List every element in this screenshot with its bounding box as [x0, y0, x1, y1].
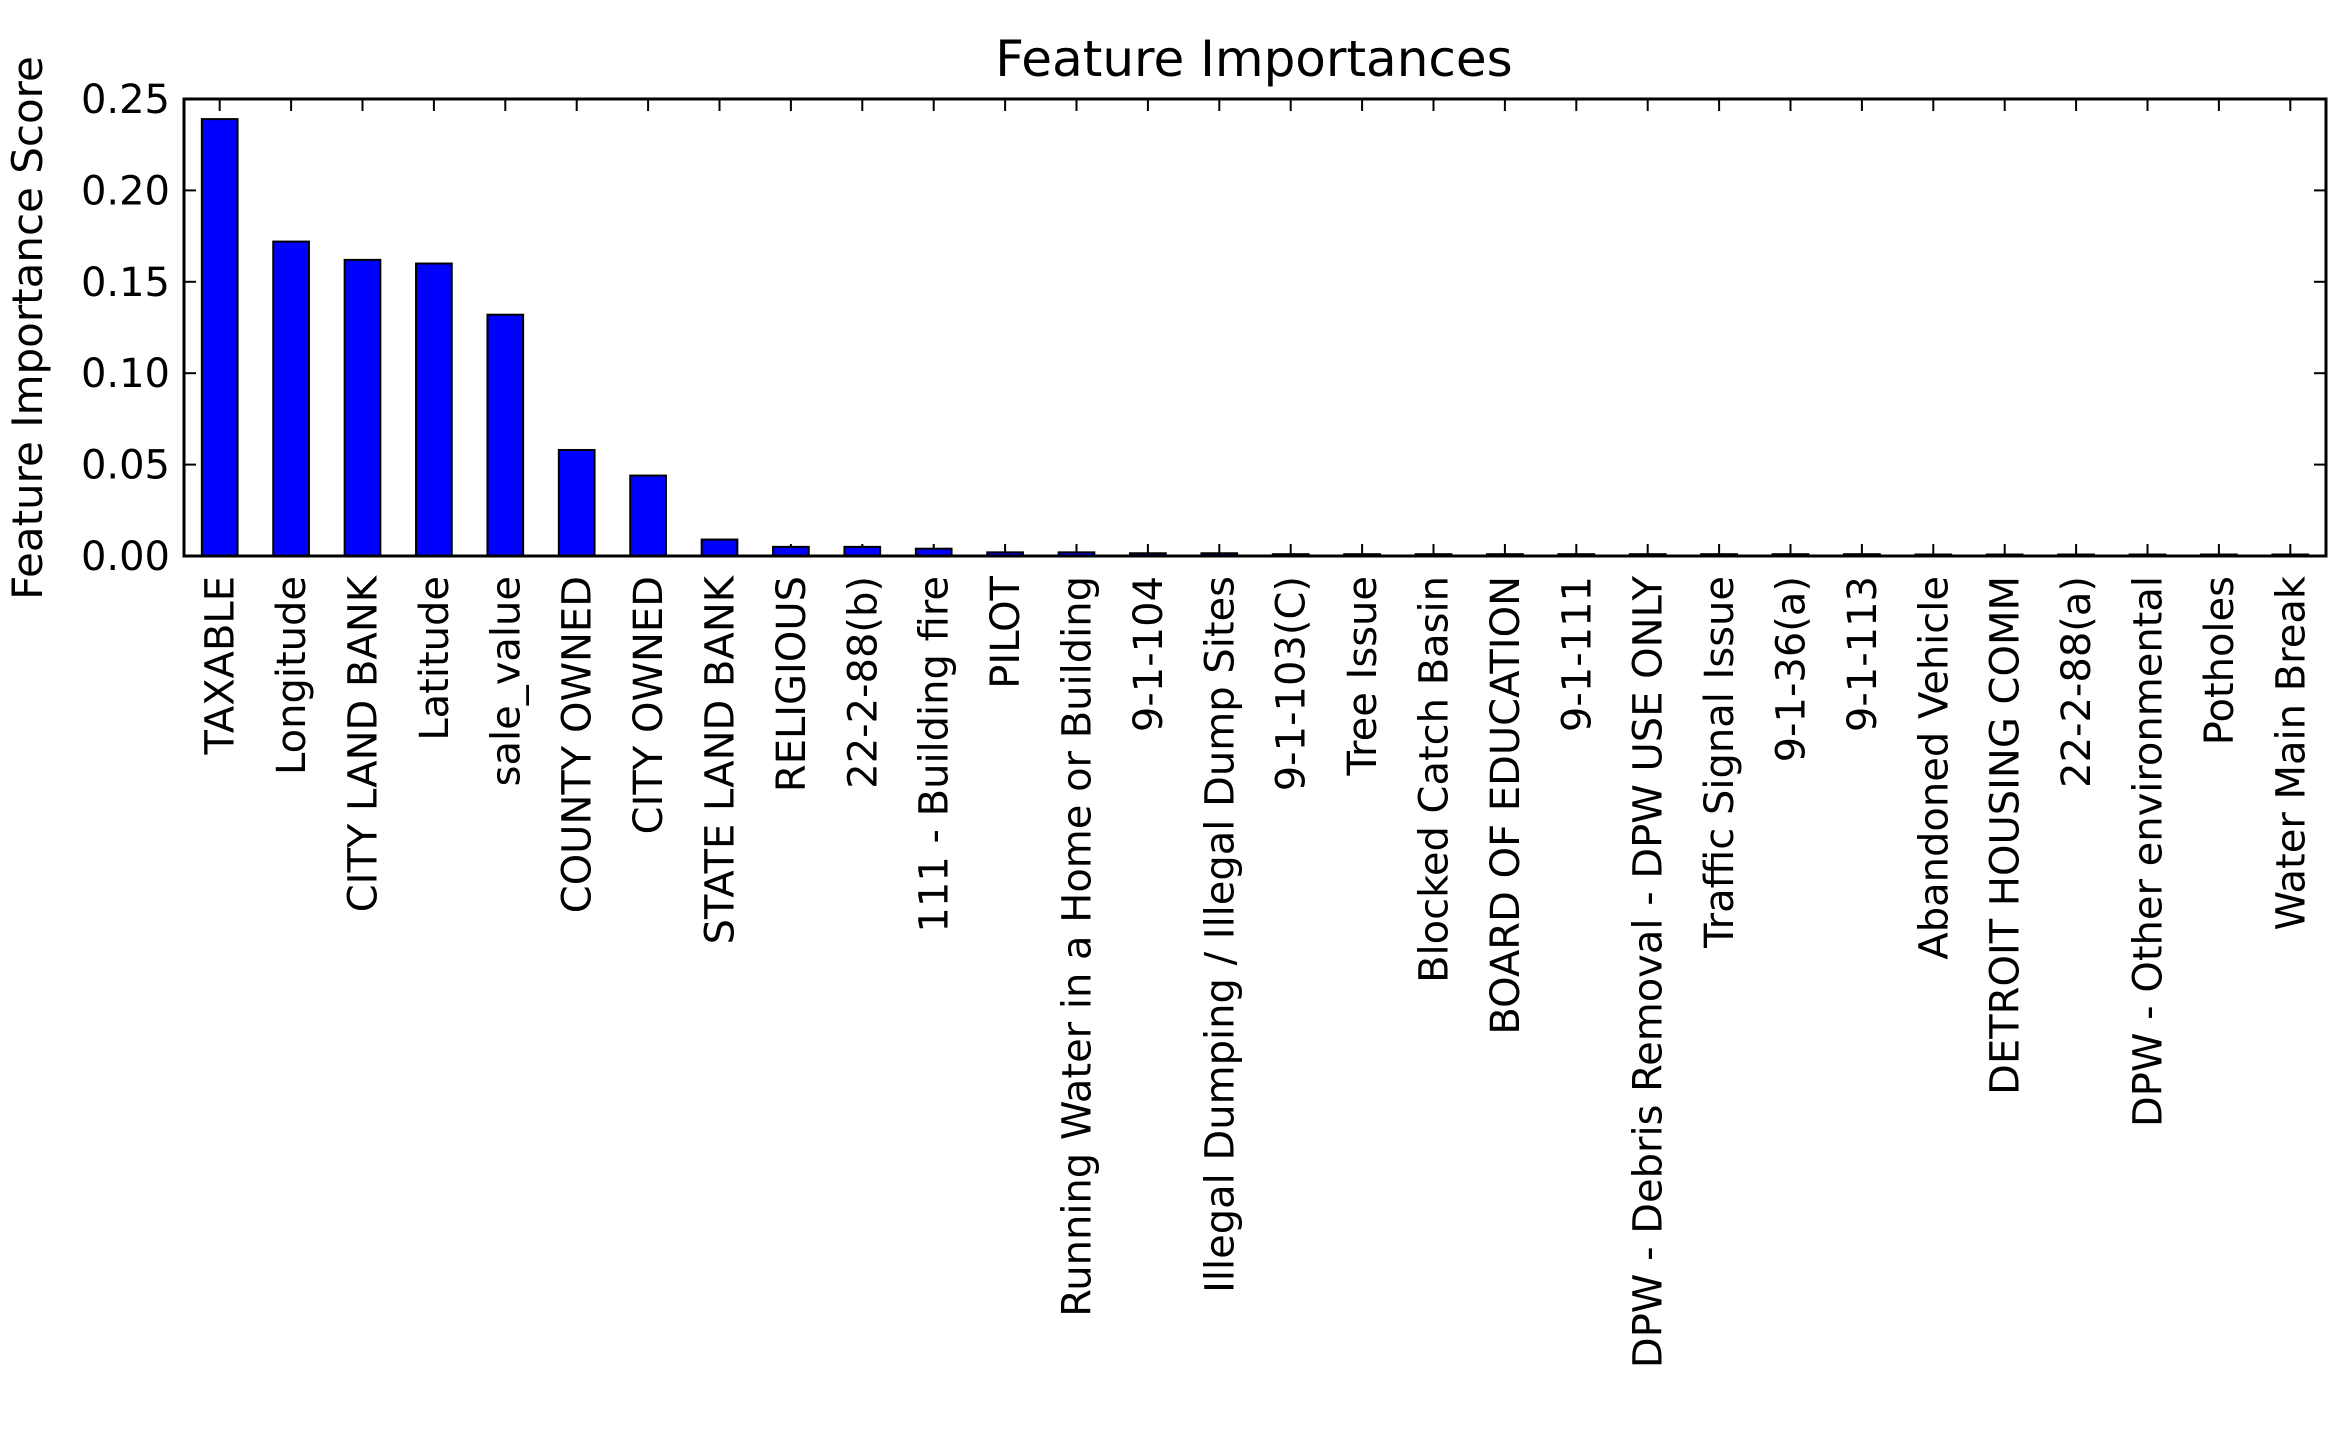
x-tick-label: 9-1-103(C)	[1269, 576, 1315, 791]
x-tick-label: COUNTY OWNED	[555, 576, 601, 913]
x-tick-label: DETROIT HOUSING COMM	[1983, 576, 2029, 1095]
bar-3	[415, 262, 453, 557]
x-tick-label: CITY OWNED	[626, 576, 672, 834]
x-tick-label: BOARD OF EDUCATION	[1483, 576, 1529, 1035]
y-tick-label: 0.05	[81, 443, 170, 489]
x-tick-label: DPW - Debris Removal - DPW USE ONLY	[1626, 575, 1672, 1368]
y-tick-labels: 0.00 0.05 0.10 0.15 0.20 0.25	[81, 77, 170, 580]
x-tick-label: STATE LAND BANK	[698, 574, 744, 944]
bar-5	[557, 448, 596, 558]
x-tick-label: PILOT	[983, 575, 1029, 688]
x-tick-label: Water Main Break	[2268, 575, 2314, 930]
y-tick-label: 0.00	[81, 534, 170, 580]
x-tick-label: Running Water in a Home or Building	[1055, 576, 1101, 1317]
x-tick-label: Potholes	[2197, 576, 2243, 745]
x-tick-label: 9-1-111	[1554, 576, 1600, 732]
bar-7	[700, 538, 739, 557]
bar-2	[343, 258, 382, 557]
y-tick-label: 0.25	[81, 77, 170, 123]
x-tick-label: Blocked Catch Basin	[1412, 576, 1458, 983]
y-tick-label: 0.20	[81, 168, 170, 214]
x-tick-label: 22-2-88(b)	[840, 576, 886, 789]
bars	[200, 118, 2310, 558]
y-axis-label: Feature Importance Score	[3, 56, 52, 600]
x-tick-label: 22-2-88(a)	[2054, 576, 2100, 788]
x-tick-label: Abandoned Vehicle	[1911, 576, 1957, 960]
x-tick-labels: TAXABLE Longitude CITY LAND BANK Latitude sa…	[198, 574, 2315, 1368]
x-tick-label: Latitude	[412, 576, 458, 741]
bar-1	[272, 240, 310, 557]
x-tick-label: 9-1-36(a)	[1769, 576, 1815, 762]
x-tick-label: RELIGIOUS	[769, 576, 815, 792]
y-tick-label: 0.10	[81, 351, 170, 397]
x-tick-label: DPW - Other environmental	[2126, 576, 2172, 1127]
x-tick-label: Traffic Signal Issue	[1697, 576, 1743, 949]
bar-4	[486, 313, 525, 558]
x-tick-label: CITY LAND BANK	[341, 574, 387, 912]
x-tick-label: 111 - Building fire	[912, 576, 958, 933]
plot-frame	[182, 97, 2328, 558]
bar-6	[629, 474, 667, 557]
chart-title: Feature Importances	[995, 30, 1512, 88]
x-tick-label: 9-1-104	[1126, 576, 1172, 732]
y-tick-label: 0.15	[81, 260, 170, 306]
x-tick-label: Tree Issue	[1340, 576, 1386, 777]
x-tick-label: 9-1-113	[1840, 576, 1886, 732]
bar-0	[200, 118, 239, 557]
x-tick-label: Illegal Dumping / Illegal Dump Sites	[1197, 576, 1243, 1293]
x-tick-label: TAXABLE	[198, 576, 244, 755]
x-tick-label: sale_value	[483, 576, 529, 786]
x-tick-label: Longitude	[269, 576, 315, 775]
